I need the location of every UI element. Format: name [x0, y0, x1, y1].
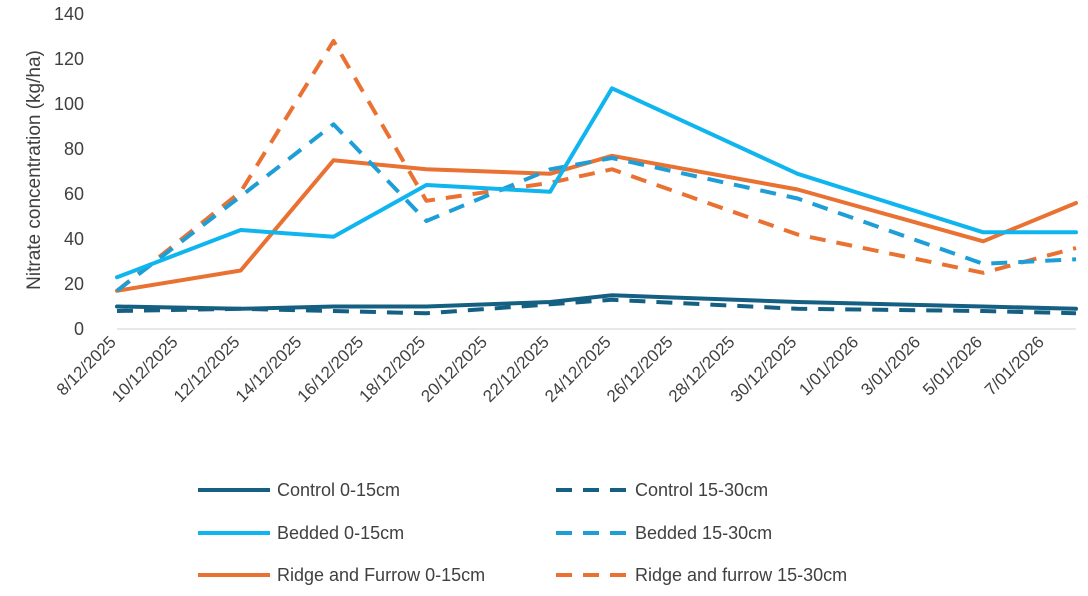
legend: Control 0-15cm Control 15-30cm Bedded 0-15… [198, 480, 847, 585]
x-tick-label: 18/12/2025 [356, 332, 430, 406]
x-tick-label: 20/12/2025 [417, 332, 491, 406]
x-tick-label: 26/12/2025 [603, 332, 677, 406]
y-tick-label: 120 [54, 49, 84, 69]
series-line-5 [115, 39, 1077, 293]
x-tick-label: 22/12/2025 [479, 332, 553, 406]
legend-label: Ridge and furrow 15-30cm [635, 565, 847, 585]
y-tick-label: 40 [64, 229, 84, 249]
x-tick-label: 3/01/2026 [857, 332, 924, 399]
y-tick-label: 60 [64, 184, 84, 204]
series-lines [115, 39, 1078, 316]
x-tick-label: 30/12/2025 [727, 332, 801, 406]
x-tick-label: 8/12/2025 [53, 332, 120, 399]
y-tick-label: 140 [54, 4, 84, 24]
legend-item-1: Control 15-30cm [556, 480, 768, 500]
y-axis-ticks: 0 20 40 60 80 100 120 140 [54, 4, 84, 339]
y-axis-title: Nitrate concentration (kg/ha) [24, 50, 45, 290]
series-line-3 [115, 122, 1077, 293]
x-tick-label: 14/12/2025 [232, 332, 306, 406]
x-tick-label: 24/12/2025 [541, 332, 615, 406]
legend-label: Ridge and Furrow 0-15cm [277, 565, 485, 585]
legend-label: Bedded 15-30cm [635, 523, 772, 543]
legend-item-5: Ridge and furrow 15-30cm [556, 565, 847, 585]
series-line-4 [115, 153, 1078, 293]
y-tick-label: 80 [64, 139, 84, 159]
series-line-1 [116, 297, 1077, 316]
x-tick-label: 5/01/2026 [919, 332, 986, 399]
x-tick-label: 7/01/2026 [981, 332, 1048, 399]
legend-label: Control 0-15cm [277, 480, 400, 500]
x-tick-label: 12/12/2025 [170, 332, 244, 406]
series-line-0 [115, 293, 1078, 311]
x-tick-label: 10/12/2025 [108, 332, 182, 406]
series-line-2 [115, 86, 1078, 280]
legend-item-0: Control 0-15cm [198, 480, 400, 500]
y-tick-label: 20 [64, 274, 84, 294]
x-tick-label: 16/12/2025 [294, 332, 368, 406]
legend-item-2: Bedded 0-15cm [198, 523, 404, 543]
legend-item-4: Ridge and Furrow 0-15cm [198, 565, 485, 585]
legend-item-3: Bedded 15-30cm [556, 523, 772, 543]
legend-label: Control 15-30cm [635, 480, 768, 500]
x-axis-ticks: 8/12/202510/12/202512/12/202514/12/20251… [53, 332, 1048, 406]
x-tick-label: 1/01/2026 [795, 332, 862, 399]
legend-label: Bedded 0-15cm [277, 523, 404, 543]
y-tick-label: 100 [54, 94, 84, 114]
y-tick-label: 0 [74, 319, 84, 339]
x-tick-label: 28/12/2025 [665, 332, 739, 406]
